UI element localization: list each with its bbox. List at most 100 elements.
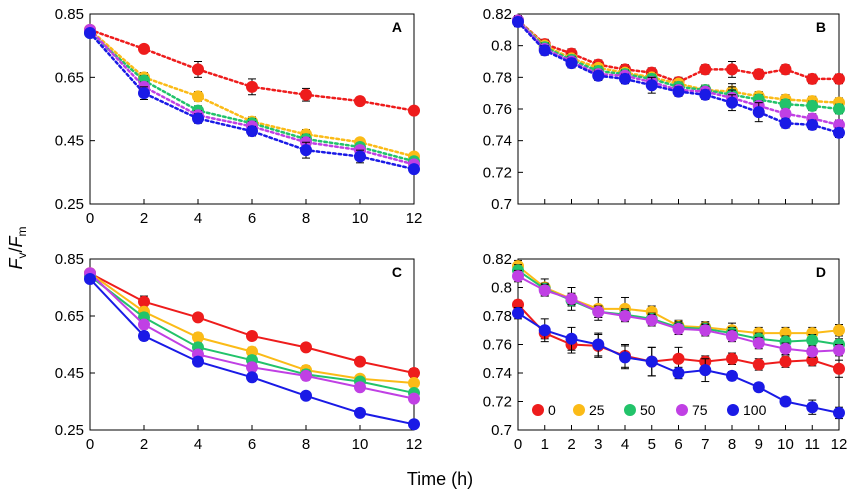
legend-marker <box>727 404 739 416</box>
y-tick-label: 0.74 <box>483 133 512 150</box>
legend: 0 25 50 75 100 <box>532 402 767 418</box>
y-tick-label: 0.65 <box>55 69 84 86</box>
x-tick-label: 4 <box>194 210 202 227</box>
data-point <box>565 292 578 305</box>
data-point <box>138 87 150 100</box>
y-tick-label: 0.78 <box>483 308 512 325</box>
panel-b: 0.82 0.8 0.78 0.76 0.74 0.72 0.7 <box>483 6 845 213</box>
legend-item: 50 <box>624 402 656 418</box>
data-point <box>726 352 738 365</box>
data-point <box>138 318 150 331</box>
data-point <box>752 106 765 119</box>
data-point <box>779 395 792 408</box>
data-point <box>833 103 845 115</box>
data-point <box>300 369 312 382</box>
legend-marker <box>676 404 688 416</box>
data-point <box>512 270 524 283</box>
data-point <box>354 355 366 368</box>
data-point <box>779 107 792 120</box>
data-point <box>408 367 420 379</box>
plot-frame <box>517 13 840 205</box>
x-tick-label: 0 <box>86 436 94 453</box>
data-point <box>806 99 819 112</box>
data-point <box>538 44 551 57</box>
data-point <box>726 63 738 76</box>
data-point <box>565 57 578 70</box>
y-tick-label: 0.72 <box>483 394 512 411</box>
x-tick-label: 12 <box>406 436 423 453</box>
panel-letter: A <box>392 19 402 35</box>
plot-frame <box>89 258 415 431</box>
data-point <box>300 341 312 354</box>
data-point <box>192 355 204 368</box>
data-point <box>246 361 258 374</box>
y-tick-label: 0.82 <box>483 251 512 268</box>
x-tick-label: 12 <box>831 436 848 453</box>
y-tick-label: 0.76 <box>483 337 512 354</box>
data-point <box>300 144 312 157</box>
x-tick-label: 8 <box>302 436 310 453</box>
data-point <box>779 342 792 355</box>
panel-letter: B <box>816 19 826 35</box>
data-point <box>833 72 845 85</box>
data-point <box>645 79 658 92</box>
series-100 <box>84 272 420 431</box>
data-point <box>619 72 631 85</box>
x-tick-label: 4 <box>621 436 629 453</box>
data-point <box>538 284 551 297</box>
legend-item: 75 <box>676 402 708 418</box>
data-point <box>408 163 420 176</box>
data-point <box>619 310 631 322</box>
y-tick-label: 0.85 <box>55 251 84 268</box>
data-point <box>138 42 150 55</box>
data-point <box>833 344 845 357</box>
series-50 <box>512 264 845 351</box>
data-point <box>619 351 631 364</box>
y-tick-label: 0.72 <box>483 164 512 181</box>
data-point <box>592 338 605 351</box>
y-tick-label: 0.85 <box>55 6 84 23</box>
series-50 <box>84 27 420 168</box>
series-0 <box>84 267 420 379</box>
data-point <box>672 367 685 379</box>
data-point <box>192 63 204 76</box>
series-100 <box>512 15 845 139</box>
x-tick-label: 12 <box>406 210 423 227</box>
x-tick-label: 0 <box>514 436 522 453</box>
legend-label: 0 <box>548 402 556 418</box>
data-point <box>779 98 792 111</box>
data-point <box>806 334 819 347</box>
series-75 <box>84 267 420 405</box>
x-tick-label: 3 <box>594 436 602 453</box>
data-point <box>84 27 96 39</box>
data-point <box>779 117 792 130</box>
data-point <box>699 324 712 337</box>
legend-marker <box>573 404 585 416</box>
series-75 <box>512 269 845 358</box>
data-point <box>806 118 819 131</box>
y-axis-title: Fv/Fm <box>6 226 29 269</box>
data-point <box>752 68 765 81</box>
data-point <box>138 295 150 308</box>
data-point <box>192 90 204 103</box>
legend-marker <box>532 404 544 416</box>
data-point <box>408 392 420 405</box>
data-point <box>512 15 524 28</box>
data-point <box>672 352 685 365</box>
data-point <box>408 104 420 117</box>
data-point <box>752 358 765 371</box>
y-tick-label: 0.76 <box>483 101 512 118</box>
y-tick-label: 0.82 <box>483 6 512 23</box>
y-tick-label: 0.65 <box>55 308 84 325</box>
panel-c: 0.85 0.65 0.45 0.250 2 4 6 8 10 12 <box>55 251 423 453</box>
data-point <box>699 364 712 377</box>
x-tick-label: 10 <box>777 436 794 453</box>
data-point <box>246 371 258 384</box>
data-point <box>246 329 258 342</box>
legend-item: 25 <box>573 402 605 418</box>
x-tick-label: 7 <box>701 436 709 453</box>
x-tick-label: 4 <box>194 436 202 453</box>
data-point <box>354 406 366 419</box>
y-tick-label: 0.7 <box>491 422 512 439</box>
